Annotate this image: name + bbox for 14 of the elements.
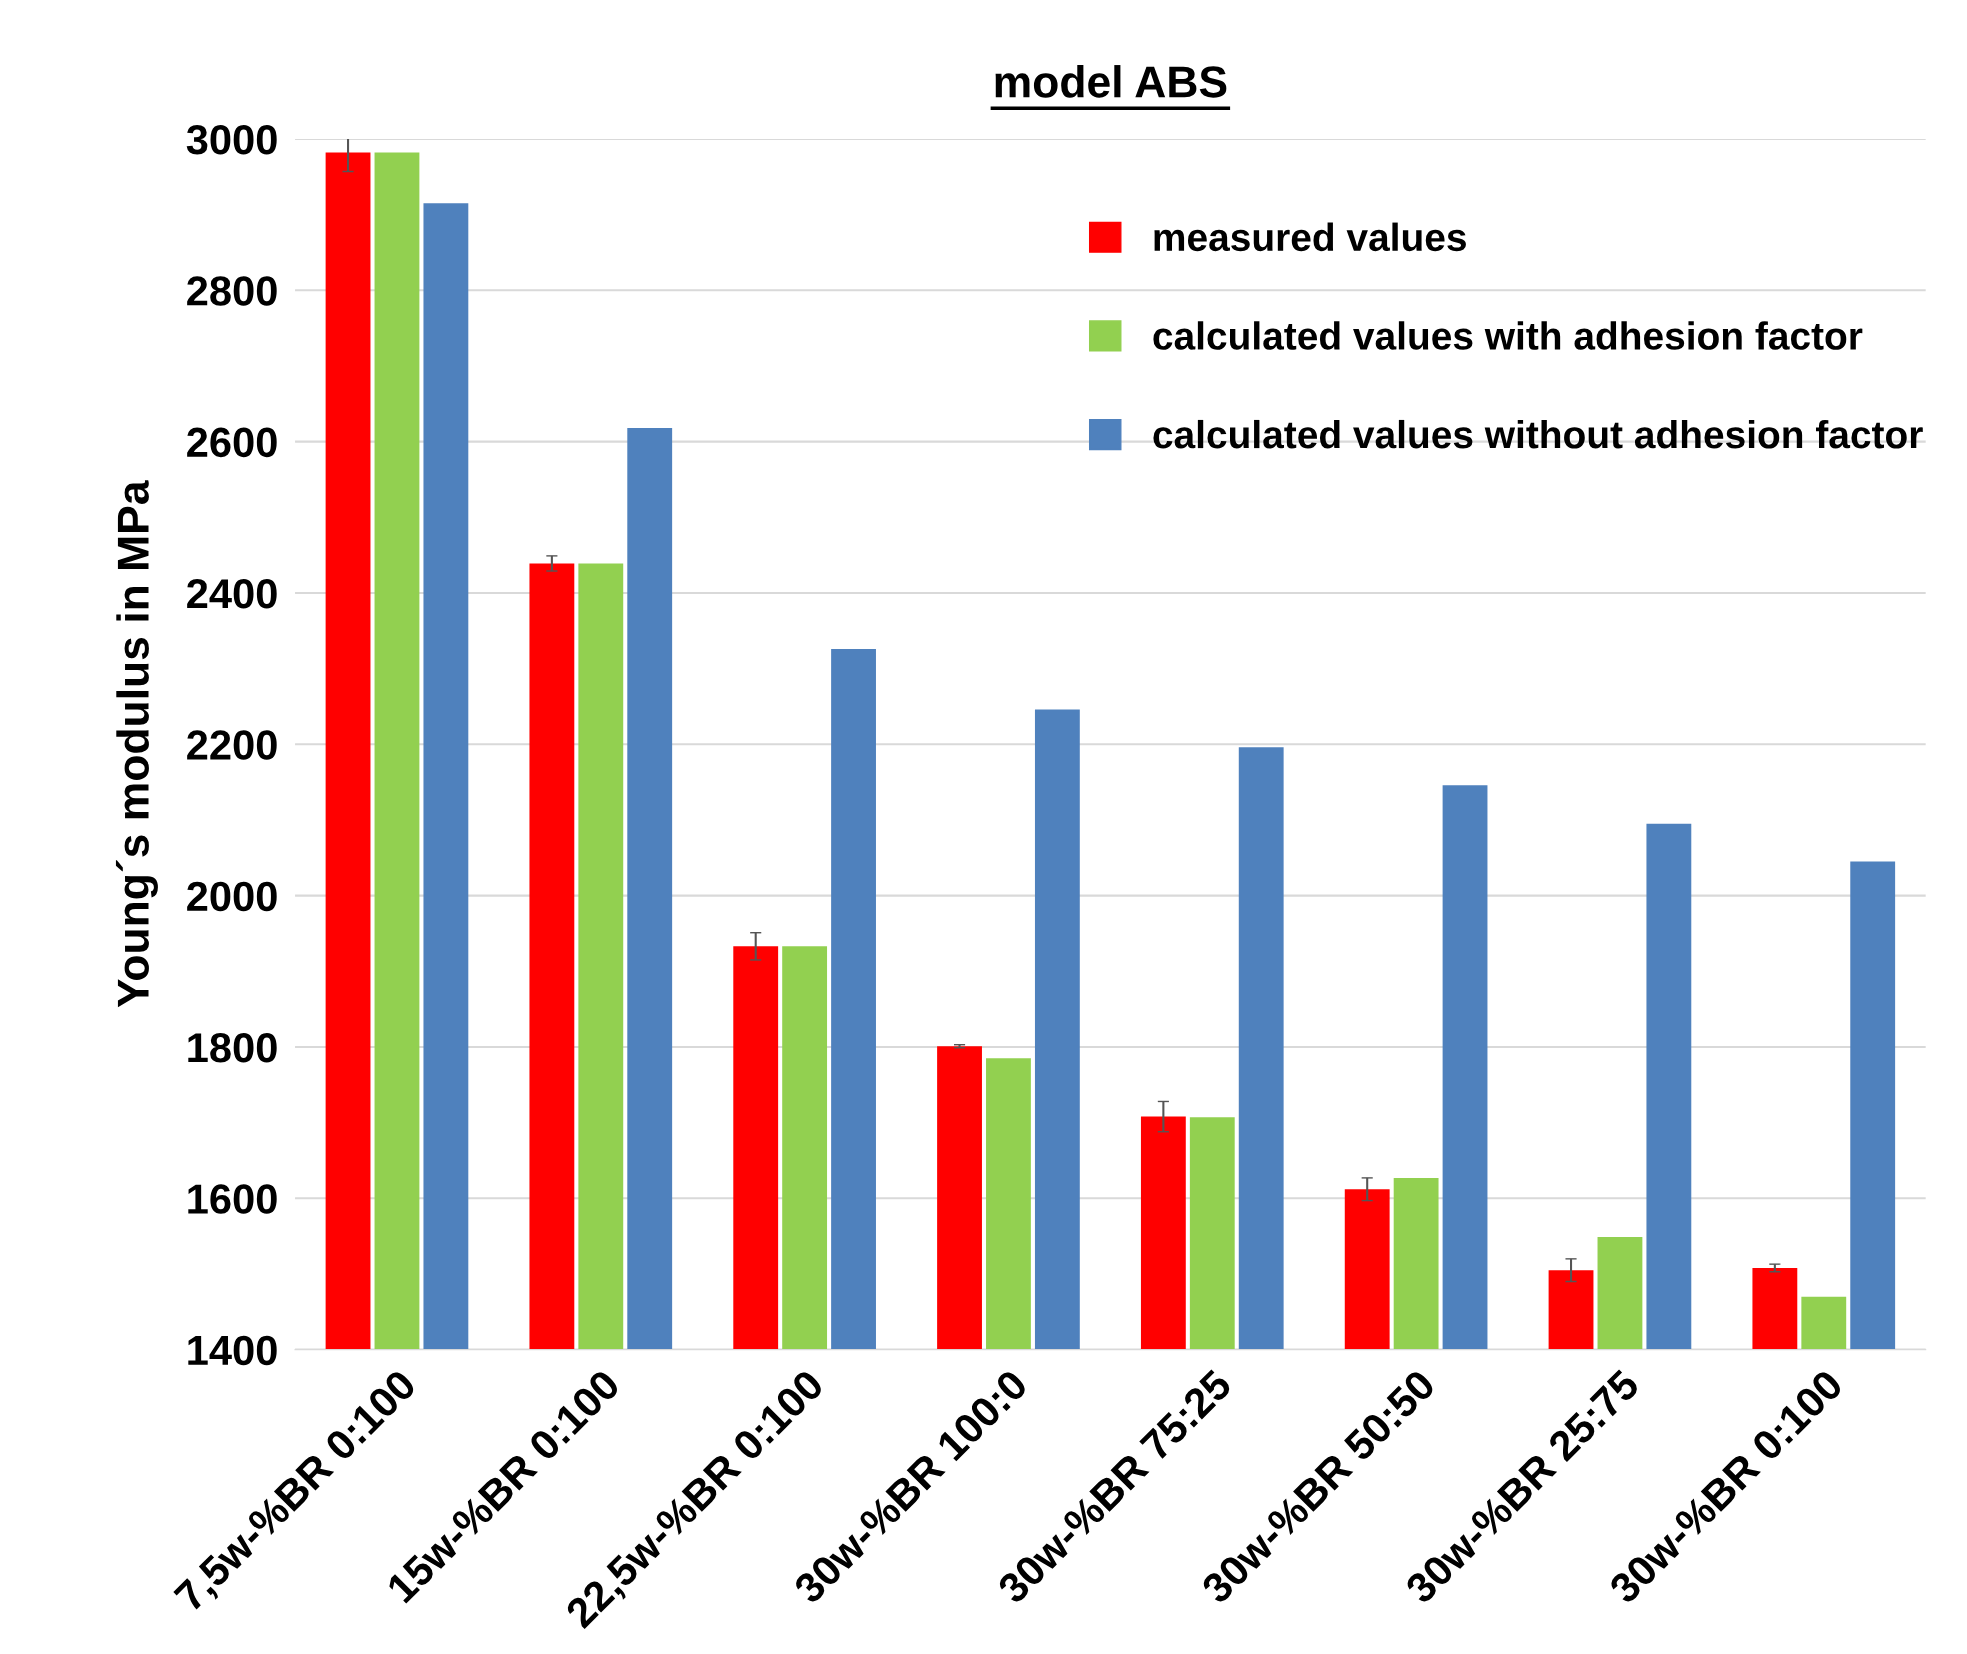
chart-title: model ABS — [995, 65, 1227, 98]
y-axis-title: Young´s modulus in MPa — [115, 480, 158, 1008]
y-tick-label: 2400 — [187, 578, 277, 609]
y-tick-label: 2800 — [187, 276, 277, 306]
y-tick-label: 2200 — [187, 730, 277, 760]
y-tick-label: 2600 — [187, 427, 277, 458]
y-tick-label: 3000 — [186, 124, 277, 155]
legend-label: calculated values with adhesion factor — [1153, 321, 1863, 350]
y-tick-label: 2000 — [187, 881, 277, 912]
y-tick-label: 1400 — [188, 1335, 277, 1366]
legend-label: measured values — [1154, 222, 1466, 252]
y-tick-label: 1600 — [188, 1184, 277, 1214]
y-tick-label: 1800 — [188, 1032, 277, 1063]
legend-label: calculated values without adhesion factor — [1153, 419, 1923, 449]
